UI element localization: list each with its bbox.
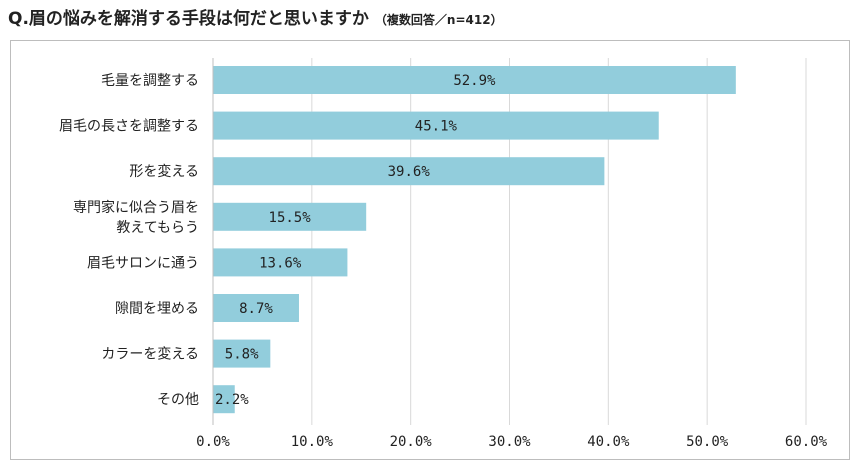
grid-lines — [311, 58, 807, 425]
bar — [213, 157, 605, 186]
bar-value-label: 15.5% — [269, 210, 312, 226]
category-label: 隙間を埋める — [115, 301, 199, 317]
bar-value-label: 39.6% — [388, 164, 431, 180]
category-label: 形を変える — [129, 163, 199, 180]
bar — [213, 111, 659, 140]
x-tick-label: 0.0% — [196, 434, 230, 450]
bar-value-label: 13.6% — [259, 255, 302, 271]
x-tick-label: 30.0% — [488, 434, 531, 450]
bar — [213, 385, 235, 414]
category-label: 眉毛の長さを調整する — [59, 119, 199, 135]
bar — [213, 339, 271, 368]
bar-value-label: 8.7% — [239, 301, 273, 317]
category-label: 専門家に似合う眉を — [73, 199, 199, 216]
x-tick-label: 10.0% — [291, 434, 334, 450]
category-label: 毛量を調整する — [101, 73, 199, 89]
chart-title: Q.眉の悩みを解消する手段は何だと思いますか — [8, 9, 369, 29]
x-tick-label: 40.0% — [587, 434, 630, 450]
x-tick-label: 50.0% — [686, 434, 729, 450]
chart-frame — [10, 40, 850, 460]
bar-value-label: 52.9% — [453, 73, 496, 89]
chart-header: Q.眉の悩みを解消する手段は何だと思いますか （複数回答／n=412） — [8, 4, 503, 30]
bar-value-label: 2.2% — [215, 392, 249, 408]
category-label: カラーを変える — [101, 346, 199, 363]
bars — [213, 66, 736, 414]
bar — [213, 248, 348, 277]
category-label: 眉毛サロンに通う — [87, 255, 199, 271]
chart-subtitle: （複数回答／n=412） — [374, 13, 503, 27]
category-label: 教えてもらう — [116, 220, 199, 236]
bar — [213, 294, 299, 322]
bar — [213, 202, 367, 231]
x-tick-label: 60.0% — [785, 434, 828, 450]
bar — [213, 66, 736, 94]
category-label: その他 — [157, 392, 199, 408]
x-tick-label: 20.0% — [390, 434, 433, 450]
bar-value-label: 45.1% — [415, 119, 458, 135]
labels: 0.0% 10.0% 20.0% 30.0% 40.0% 50.0% 60.0% 52.9% 毛… — [59, 73, 828, 450]
bar-value-label: 5.8% — [225, 347, 259, 363]
